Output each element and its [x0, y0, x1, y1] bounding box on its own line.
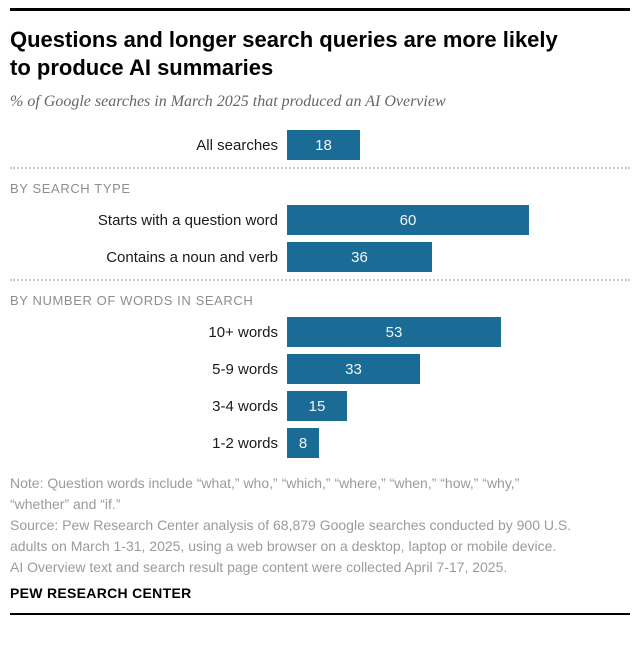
bar: 33 — [287, 354, 420, 384]
bar: 53 — [287, 317, 501, 347]
section-divider — [10, 279, 630, 281]
bar-category-label: 10+ words — [208, 323, 278, 341]
bar-value-label: 33 — [345, 360, 362, 378]
section-header: BY NUMBER OF WORDS IN SEARCH — [10, 293, 254, 308]
chart-footer: Note: Question words include “what,” who… — [10, 473, 630, 601]
source-line: Source: Pew Research Center analysis of … — [10, 517, 572, 533]
chart-title: Questions and longer search queries are … — [10, 26, 630, 82]
bar-category-label: All searches — [196, 136, 278, 154]
source-line: AI Overview text and search result page … — [10, 559, 508, 575]
bar-row: Contains a noun and verb 36 — [10, 242, 630, 272]
note-line: “whether” and “if.” — [10, 496, 121, 512]
bar-value-label: 36 — [351, 248, 368, 266]
bar: 36 — [287, 242, 432, 272]
bar-value-label: 8 — [298, 434, 308, 452]
bar-category-label: 5-9 words — [212, 360, 278, 378]
bar: 15 — [287, 391, 347, 421]
bar: 60 — [287, 205, 529, 235]
pew-research-center-logo: PEW RESEARCH CENTER — [10, 585, 192, 601]
top-rule — [10, 8, 630, 11]
section-divider — [10, 167, 630, 169]
bar-category-label: 3-4 words — [212, 397, 278, 415]
bar-value-label: 15 — [308, 397, 326, 415]
bar-value-label: 53 — [385, 323, 403, 341]
bar-row: 10+ words 53 — [10, 317, 630, 347]
bar-value-label: 18 — [315, 136, 332, 154]
bar-row: 5-9 words 33 — [10, 354, 630, 384]
chart-title-line-2: to produce AI summaries — [10, 55, 274, 80]
bar-category-label: Starts with a question word — [97, 211, 278, 229]
bar-category-label: Contains a noun and verb — [106, 248, 278, 266]
source-line: adults on March 1-31, 2025, using a web … — [10, 538, 557, 554]
chart: All searches 18 BY SEARCH TYPE Starts with … — [10, 130, 630, 458]
bar: 18 — [287, 130, 360, 160]
chart-title-line-1: Questions and longer search queries are … — [10, 27, 558, 52]
bar-value-label: 60 — [399, 211, 417, 229]
section-header: BY SEARCH TYPE — [10, 181, 131, 196]
bar-row: Starts with a question word 60 — [10, 205, 630, 235]
bar-row: 1-2 words 8 — [10, 428, 630, 458]
note-line: Note: Question words include “what,” who… — [10, 475, 520, 491]
chart-card: Questions and longer search queries are … — [0, 8, 640, 648]
bottom-rule — [10, 613, 630, 615]
bar-row: 3-4 words 15 — [10, 391, 630, 421]
bar-category-label: 1-2 words — [212, 434, 278, 452]
chart-subtitle: % of Google searches in March 2025 that … — [10, 93, 446, 110]
bar-row: All searches 18 — [10, 130, 630, 160]
bar: 8 — [287, 428, 319, 458]
